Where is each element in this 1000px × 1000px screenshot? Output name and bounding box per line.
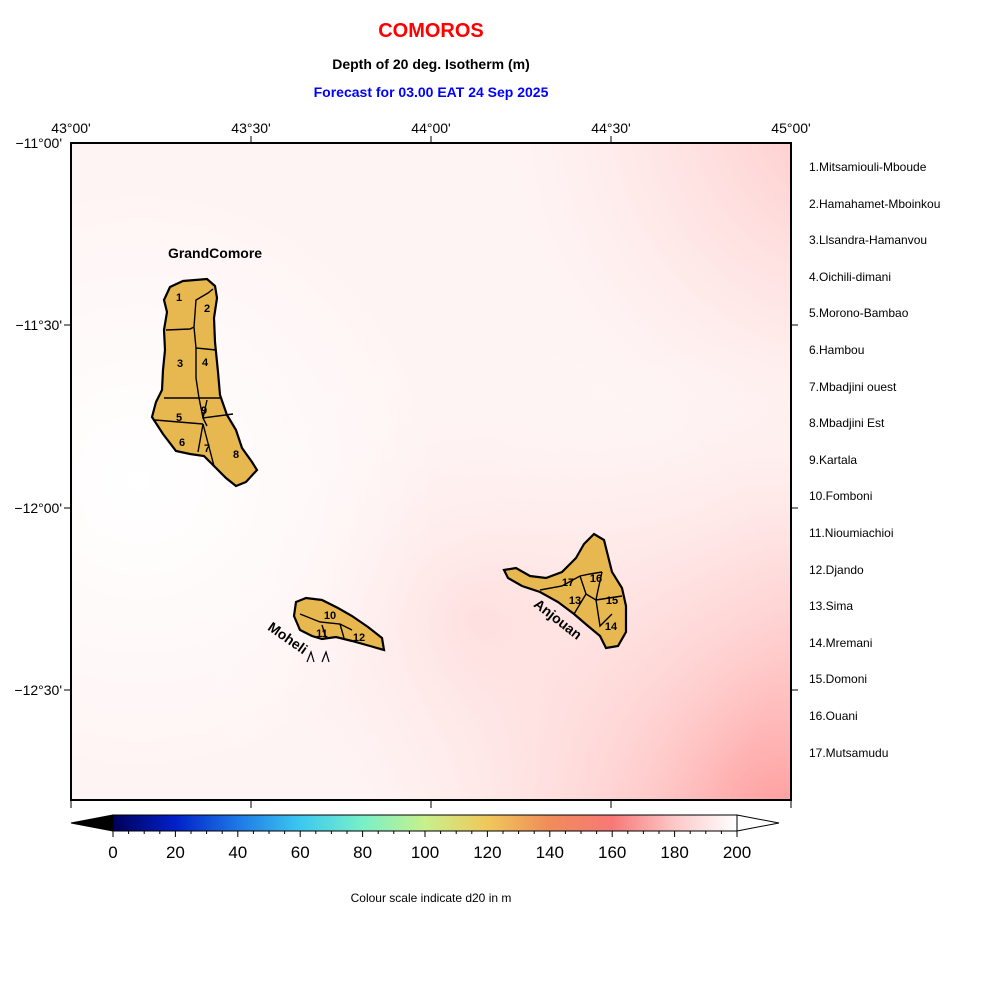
colorbar: 0 20 40 60 80 100 120 140 160 180 200 [70, 814, 780, 862]
forecast-time: Forecast for 03.00 EAT 24 Sep 2025 [313, 84, 549, 100]
island-anjouan [502, 532, 628, 650]
legend-item-8: 8.Mbadjini Est [809, 416, 885, 431]
region-number-15: 15 [606, 595, 618, 607]
colorbar-min-arrow [70, 814, 114, 832]
colorbar-caption: Colour scale indicate d20 in m [350, 891, 512, 905]
lat-label-1: −11°00' [15, 135, 62, 151]
cb-tick-200: 200 [723, 843, 751, 862]
lon-label-3: 44°00' [411, 120, 450, 136]
cb-tick-80: 80 [353, 843, 372, 862]
cb-tick-140: 140 [536, 843, 564, 862]
map-frame [64, 136, 798, 808]
region-number-5: 5 [176, 412, 182, 424]
legend-item-6: 6.Hambou [809, 342, 865, 357]
cb-tick-180: 180 [660, 843, 688, 862]
legend-item-17: 17.Mutsamudu [809, 745, 889, 760]
cb-tick-60: 60 [291, 843, 310, 862]
legend-item-12: 12.Djando [809, 562, 864, 577]
lat-label-4: −12°30' [14, 682, 62, 698]
cb-tick-100: 100 [411, 843, 439, 862]
cb-tick-120: 120 [473, 843, 501, 862]
cb-tick-40: 40 [228, 843, 247, 862]
region-number-16: 16 [590, 573, 602, 585]
region-number-3: 3 [177, 358, 183, 370]
label-grand-comore: GrandComore [168, 245, 262, 261]
map-title: COMOROS [378, 20, 484, 42]
legend-item-14: 14.Mremani [809, 635, 873, 650]
d20-field [71, 143, 791, 800]
island-moheli [292, 596, 386, 663]
region-number-8: 8 [233, 449, 239, 461]
region-number-1: 1 [176, 292, 182, 304]
colorbar-gradient [113, 815, 737, 831]
legend-item-2: 2.Hamahamet-Mboinkou [809, 196, 941, 211]
legend-item-9: 9.Kartala [809, 452, 858, 467]
lon-label-1: 43°00' [51, 120, 90, 136]
island-grand-comore [150, 277, 259, 488]
colorbar-max-arrow [736, 814, 780, 832]
region-number-10: 10 [324, 610, 336, 622]
region-number-2: 2 [204, 303, 210, 315]
region-number-14: 14 [605, 621, 618, 633]
legend-item-5: 5.Morono-Bambao [809, 306, 909, 321]
lon-label-5: 45°00' [771, 120, 810, 136]
cb-tick-20: 20 [166, 843, 185, 862]
region-number-12: 12 [353, 632, 365, 644]
legend-item-11: 11.Nioumiachioi [809, 525, 894, 540]
lat-label-3: −12°00' [14, 500, 62, 516]
legend-item-1: 1.Mitsamiouli-Mboude [809, 160, 927, 174]
region-number-9: 9 [201, 405, 207, 417]
legend-item-3: 3.Llsandra-Hamanvou [809, 233, 928, 248]
legend-item-10: 10.Fomboni [809, 489, 873, 504]
lat-label-2: −11°30' [15, 317, 62, 333]
legend-item-4: 4.Oichili-dimani [809, 269, 892, 284]
legend-item-13: 13.Sima [809, 599, 854, 614]
legend-item-15: 15.Domoni [809, 672, 868, 687]
region-number-4: 4 [202, 357, 209, 369]
cb-tick-160: 160 [598, 843, 626, 862]
legend-item-16: 16.Ouani [809, 708, 858, 723]
lon-label-2: 43°30' [231, 120, 270, 136]
cb-tick-0: 0 [108, 843, 117, 862]
region-legend: 1.Mitsamiouli-Mboude 2.Hamahamet-Mboinko… [809, 158, 940, 780]
region-number-17: 17 [562, 577, 574, 589]
lon-label-4: 44°30' [591, 120, 630, 136]
region-number-7: 7 [204, 443, 210, 455]
region-number-6: 6 [179, 437, 185, 449]
map-subtitle: Depth of 20 deg. Isotherm (m) [332, 56, 530, 72]
region-number-11: 11 [316, 628, 328, 640]
legend-item-7: 7.Mbadjini ouest [809, 379, 897, 394]
region-number-13: 13 [569, 595, 581, 607]
